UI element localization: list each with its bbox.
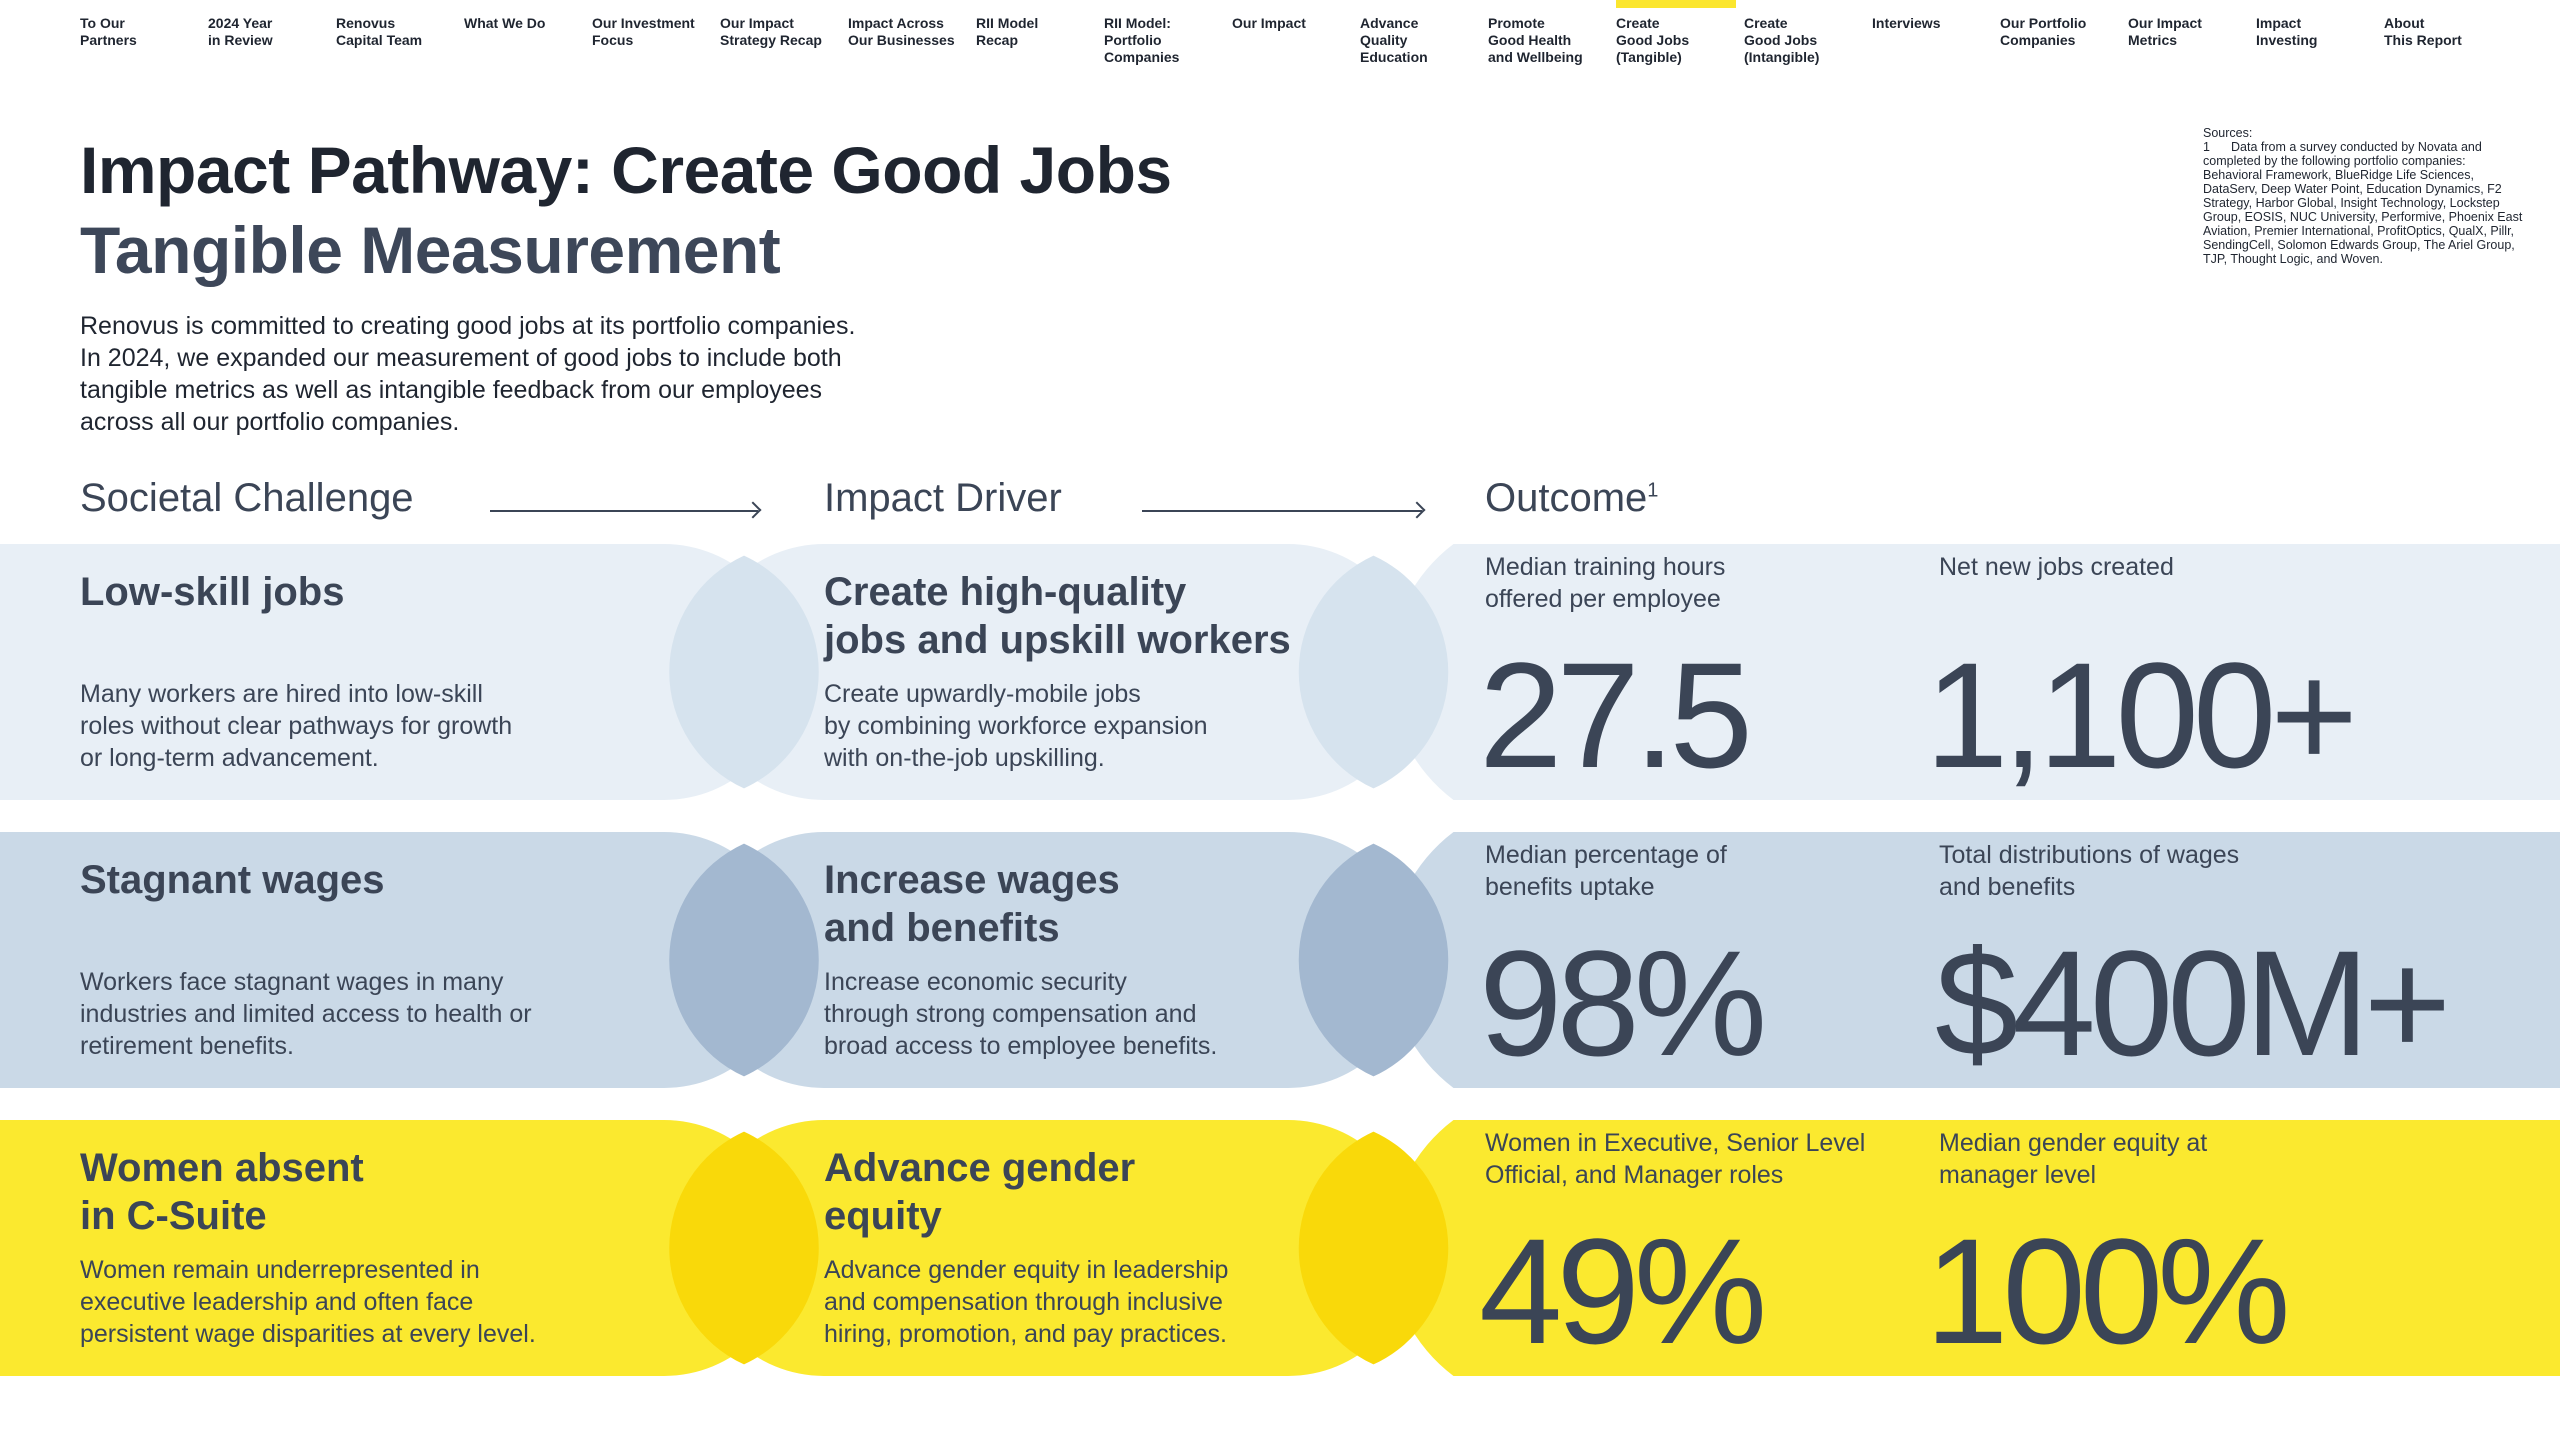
top-navigation: To Our Partners 2024 Year in Review Reno… (0, 0, 2560, 72)
nav-item-what-we-do[interactable]: What We Do (464, 15, 546, 31)
page-title: Impact Pathway: Create Good Jobs (80, 133, 1172, 207)
driver-description: Increase economic security through stron… (824, 968, 1218, 1060)
sources-footnote: Sources: 1 Data from a survey conducted b… (2203, 126, 2523, 266)
pathway-row-wages: Stagnant wages Workers face stagnant wag… (0, 832, 2560, 1088)
nav-active-indicator (1616, 0, 1736, 8)
challenge-title: Low-skill jobs (80, 570, 345, 614)
metric-label: Median percentage of benefits uptake (1485, 841, 1727, 901)
nav-item-about-this-report[interactable]: About This Report (2384, 15, 2462, 48)
outcome-label: Outcome (1485, 476, 1648, 520)
metric-label: Total distributions of wages and benefit… (1939, 841, 2240, 901)
nav-item-good-jobs-tangible[interactable]: Create Good Jobs (Tangible) (1616, 15, 1690, 65)
sources-label: Sources: (2203, 126, 2253, 140)
nav-item-interviews[interactable]: Interviews (1872, 15, 1941, 31)
row-shapes (0, 544, 2560, 800)
metric-value: 27.5 (1479, 631, 1753, 799)
challenge-title: Women absent in C-Suite (80, 1146, 364, 1238)
challenge-pill (0, 1120, 792, 1376)
outcome-band (1389, 832, 2560, 1088)
metric-label: Median training hours offered per employ… (1485, 553, 1726, 613)
column-header-impact-driver: Impact Driver (824, 476, 1062, 520)
nav-item-our-impact[interactable]: Our Impact (1232, 15, 1306, 31)
nav-item-health-wellbeing[interactable]: Promote Good Health and Wellbeing (1488, 15, 1583, 65)
overlap-lens-right (1298, 555, 1449, 789)
nav-item-capital-team[interactable]: Renovus Capital Team (336, 15, 423, 48)
nav-item-impact-across-businesses[interactable]: Impact Across Our Businesses (848, 15, 955, 48)
challenge-pill (0, 832, 792, 1088)
metric-value: 98% (1479, 919, 1767, 1087)
challenge-description: Many workers are hired into low-skill ro… (80, 680, 513, 772)
challenge-description: Workers face stagnant wages in many indu… (80, 968, 532, 1060)
page-subtitle: Tangible Measurement (80, 213, 781, 287)
nav-item-quality-education[interactable]: Advance Quality Education (1360, 15, 1428, 65)
driver-description: Advance gender equity in leadership and … (824, 1256, 1229, 1348)
nav-item-to-our-partners[interactable]: To Our Partners (80, 15, 137, 48)
arrow-right-icon (490, 510, 758, 512)
driver-pill (696, 832, 1416, 1088)
nav-item-investment-focus[interactable]: Our Investment Focus (592, 15, 695, 48)
challenge-pill (0, 544, 792, 800)
arrow-right-icon (1142, 510, 1422, 512)
metric-value: 1,100+ (1925, 631, 2358, 799)
row-shapes (0, 1120, 2560, 1376)
row-shapes (0, 832, 2560, 1088)
outcome-band (1389, 544, 2560, 800)
overlap-lens-right (1298, 843, 1449, 1077)
metric-label: Median gender equity at manager level (1939, 1129, 2208, 1189)
overlap-lens-left (669, 843, 819, 1077)
metric-label: Net new jobs created (1939, 553, 2174, 581)
challenge-description: Women remain underrepresented in executi… (80, 1256, 536, 1348)
metric-value: 49% (1479, 1207, 1767, 1375)
outcome-band (1389, 1120, 2560, 1376)
nav-item-impact-metrics[interactable]: Our Impact Metrics (2128, 15, 2202, 48)
pathway-row-gender-equity: Women absent in C-Suite Women remain und… (0, 1120, 2560, 1376)
footnote-marker: 1 (1647, 479, 1659, 502)
challenge-title: Stagnant wages (80, 858, 385, 902)
driver-title: Increase wages and benefits (824, 858, 1120, 950)
nav-item-year-in-review[interactable]: 2024 Year in Review (208, 15, 273, 48)
column-header-outcome: Outcome1 (1485, 470, 1658, 526)
driver-description: Create upwardly-mobile jobs by combining… (824, 680, 1208, 772)
source-number: 1 (2203, 140, 2210, 154)
nav-item-impact-strategy-recap[interactable]: Our Impact Strategy Recap (720, 15, 822, 48)
nav-item-rii-model-recap[interactable]: RII Model Recap (976, 15, 1039, 48)
driver-title: Advance gender equity (824, 1146, 1136, 1238)
driver-title: Create high-quality jobs and upskill wor… (824, 570, 1291, 662)
overlap-lens-left (669, 555, 819, 789)
metric-value: 100% (1925, 1207, 2291, 1375)
nav-item-portfolio-companies[interactable]: Our Portfolio Companies (2000, 15, 2087, 48)
driver-pill (696, 544, 1416, 800)
source-item: 1 Data from a survey conducted by Novata … (2203, 140, 2523, 266)
nav-item-rii-model-portfolio[interactable]: RII Model: Portfolio Companies (1104, 15, 1180, 65)
pathway-row-jobs: Low-skill jobs Many workers are hired in… (0, 544, 2560, 800)
overlap-lens-right (1298, 1131, 1449, 1365)
nav-item-good-jobs-intangible[interactable]: Create Good Jobs (Intangible) (1744, 15, 1820, 65)
metric-value: $400M+ (1935, 919, 2451, 1087)
source-text: Data from a survey conducted by Novata a… (2203, 140, 2523, 266)
intro-paragraph: Renovus is committed to creating good jo… (80, 312, 856, 436)
overlap-lens-left (669, 1131, 819, 1365)
metric-label: Women in Executive, Senior Level Officia… (1485, 1129, 1866, 1189)
driver-pill (696, 1120, 1416, 1376)
column-header-societal-challenge: Societal Challenge (80, 476, 414, 520)
nav-item-impact-investing[interactable]: Impact Investing (2256, 15, 2318, 48)
